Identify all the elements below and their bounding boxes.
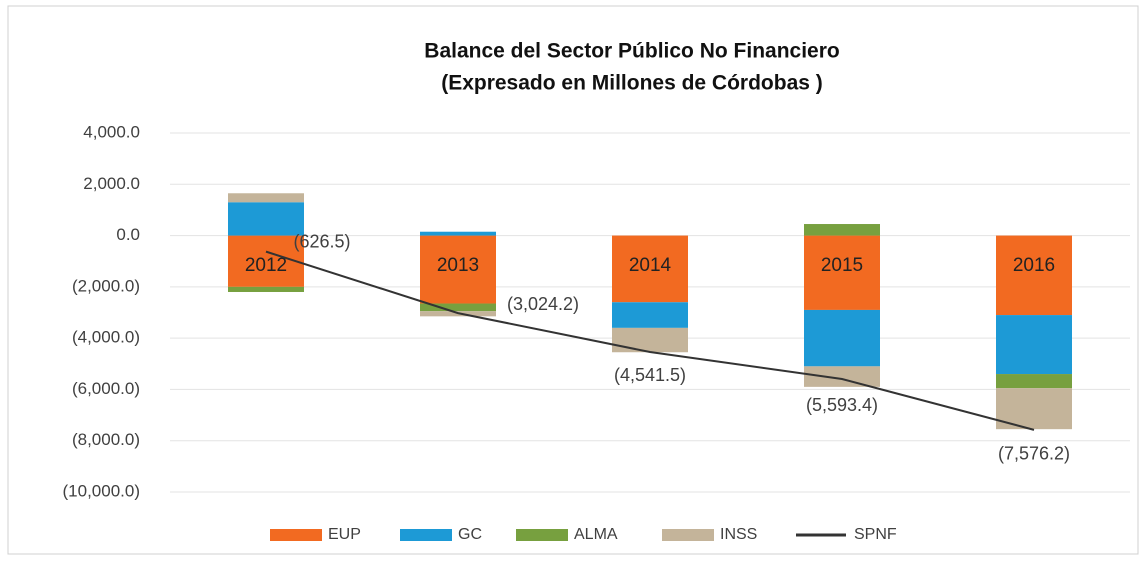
bar-segment xyxy=(420,303,496,312)
legend-label: EUP xyxy=(328,526,361,543)
data-label: (626.5) xyxy=(293,231,350,251)
category-label: 2014 xyxy=(629,255,672,276)
legend-swatch xyxy=(516,529,568,541)
category-label: 2013 xyxy=(437,255,479,276)
category-label: 2016 xyxy=(1013,255,1055,276)
bar-segment xyxy=(228,235,304,287)
chart-subtitle: (Expresado en Millones de Córdobas ) xyxy=(441,72,823,95)
legend-label: SPNF xyxy=(854,526,897,543)
y-tick-label: 0.0 xyxy=(116,225,140,244)
data-label: (4,541.5) xyxy=(614,365,686,385)
y-tick-label: 4,000.0 xyxy=(83,122,140,141)
y-tick-label: (10,000.0) xyxy=(63,481,141,500)
bar-segment xyxy=(804,235,880,310)
y-tick-label: (8,000.0) xyxy=(72,430,140,449)
y-tick-label: (4,000.0) xyxy=(72,328,140,347)
bar-segment xyxy=(996,374,1072,389)
legend-swatch xyxy=(400,529,452,541)
bar-segment xyxy=(996,235,1072,316)
legend-label: GC xyxy=(458,526,482,543)
y-tick-label: 2,000.0 xyxy=(83,174,140,193)
bar-segment xyxy=(420,235,496,304)
category-label: 2012 xyxy=(245,255,287,276)
bar-segment xyxy=(612,235,688,303)
legend-label: INSS xyxy=(720,526,757,543)
chart-title: Balance del Sector Público No Financiero xyxy=(424,40,839,63)
y-tick-label: (2,000.0) xyxy=(72,276,140,295)
y-tick-label: (6,000.0) xyxy=(72,379,140,398)
bar-segment xyxy=(228,193,304,203)
line-series xyxy=(265,250,1035,431)
bar-segment xyxy=(996,315,1072,375)
bar-segment xyxy=(228,286,304,292)
legend-label: ALMA xyxy=(574,526,618,543)
bar-segment xyxy=(804,366,880,387)
data-label: (7,576.2) xyxy=(998,444,1070,464)
bar-segment xyxy=(804,309,880,367)
bar-segment xyxy=(804,224,880,236)
legend-swatch xyxy=(270,529,322,541)
bar-segment xyxy=(420,231,496,236)
data-label: (5,593.4) xyxy=(806,395,878,415)
category-label: 2015 xyxy=(821,255,863,276)
chart-frame xyxy=(7,5,1139,555)
data-label: (3,024.2) xyxy=(507,294,579,314)
bar-segment xyxy=(612,327,688,353)
legend-swatch xyxy=(662,529,714,541)
bar-segment xyxy=(612,302,688,328)
bar-segment xyxy=(228,202,304,236)
